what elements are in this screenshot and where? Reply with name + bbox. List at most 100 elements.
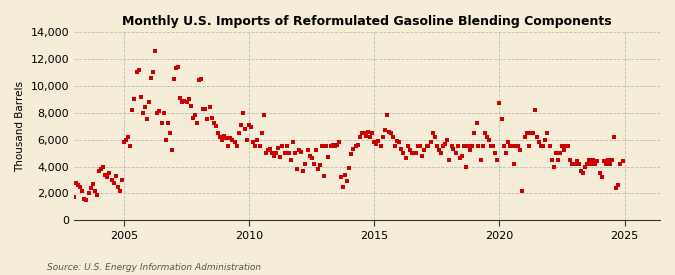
Point [448, 147, 459, 151]
Point [265, 147, 275, 151]
Point [292, 167, 302, 171]
Point [308, 162, 319, 166]
Point [435, 151, 446, 155]
Point [605, 162, 616, 166]
Point [356, 131, 367, 135]
Point [423, 144, 434, 148]
Point [169, 77, 180, 81]
Point [304, 153, 315, 158]
Point [594, 171, 605, 175]
Point [242, 138, 252, 142]
Point [298, 168, 308, 173]
Point [188, 116, 198, 120]
Point [209, 121, 219, 126]
Point [284, 151, 294, 155]
Point [348, 147, 359, 151]
Point [529, 108, 540, 112]
Point [421, 144, 432, 148]
Point [196, 77, 207, 81]
Point [398, 151, 409, 155]
Point [371, 141, 382, 146]
Point [419, 148, 430, 153]
Point [600, 162, 611, 166]
Point [473, 144, 484, 148]
Point [575, 168, 586, 173]
Point [557, 144, 568, 148]
Point [323, 155, 333, 159]
Point [463, 144, 474, 148]
Point [592, 159, 603, 163]
Point [538, 144, 549, 148]
Point [123, 135, 134, 139]
Point [500, 151, 511, 155]
Point [548, 164, 559, 169]
Point [75, 185, 86, 189]
Point [198, 106, 209, 111]
Point [327, 143, 338, 147]
Point [79, 197, 90, 201]
Point [511, 144, 522, 148]
Point [225, 136, 236, 141]
Point [577, 171, 588, 175]
Point [275, 155, 286, 159]
Point [192, 121, 202, 126]
Point [288, 140, 298, 144]
Point [584, 158, 595, 162]
Point [240, 126, 250, 131]
Point [94, 168, 105, 173]
Point [111, 174, 122, 178]
Point [219, 133, 230, 138]
Point [140, 105, 151, 109]
Point [596, 175, 607, 180]
Point [146, 76, 157, 80]
Point [588, 158, 599, 162]
Point [479, 131, 490, 135]
Point [456, 153, 467, 158]
Point [259, 113, 269, 118]
Point [163, 121, 173, 126]
Point [534, 140, 545, 144]
Point [313, 167, 323, 171]
Point [236, 123, 246, 127]
Point [71, 180, 82, 185]
Point [486, 144, 497, 148]
Point [338, 185, 348, 189]
Point [321, 144, 332, 148]
Point [517, 189, 528, 193]
Point [211, 124, 221, 128]
Point [609, 135, 620, 139]
Point [400, 156, 411, 161]
Point [223, 144, 234, 148]
Point [221, 136, 232, 141]
Point [521, 131, 532, 135]
Text: Source: U.S. Energy Information Administration: Source: U.S. Energy Information Administ… [47, 263, 261, 272]
Point [527, 131, 538, 135]
Point [279, 151, 290, 155]
Point [488, 144, 499, 148]
Point [329, 144, 340, 148]
Point [406, 151, 417, 155]
Point [502, 140, 513, 144]
Point [450, 151, 461, 155]
Point [492, 158, 503, 162]
Point [267, 151, 277, 155]
Point [77, 189, 88, 193]
Point [165, 131, 176, 135]
Point [87, 182, 98, 186]
Point [232, 144, 242, 148]
Point [383, 129, 394, 134]
Point [156, 121, 167, 126]
Point [207, 116, 217, 120]
Point [144, 100, 155, 104]
Point [296, 150, 306, 154]
Point [281, 144, 292, 148]
Point [319, 174, 329, 178]
Point [590, 162, 601, 166]
Point [458, 144, 469, 148]
Point [108, 180, 119, 185]
Point [277, 144, 288, 148]
Point [200, 106, 211, 111]
Point [490, 151, 501, 155]
Point [563, 144, 574, 148]
Point [360, 133, 371, 138]
